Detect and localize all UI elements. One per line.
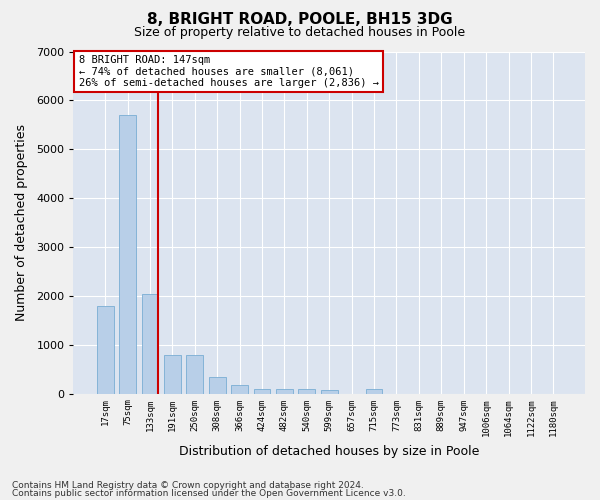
Bar <box>187 355 203 394</box>
Bar <box>365 389 382 394</box>
Text: Size of property relative to detached houses in Poole: Size of property relative to detached ho… <box>134 26 466 39</box>
X-axis label: Distribution of detached houses by size in Poole: Distribution of detached houses by size … <box>179 444 479 458</box>
Y-axis label: Number of detached properties: Number of detached properties <box>15 124 28 321</box>
Bar <box>142 294 158 394</box>
Text: Contains public sector information licensed under the Open Government Licence v3: Contains public sector information licen… <box>12 489 406 498</box>
Bar <box>164 354 181 394</box>
Bar <box>119 115 136 394</box>
Bar <box>254 389 271 394</box>
Text: 8, BRIGHT ROAD, POOLE, BH15 3DG: 8, BRIGHT ROAD, POOLE, BH15 3DG <box>147 12 453 28</box>
Bar <box>298 388 315 394</box>
Bar <box>97 306 113 394</box>
Bar <box>276 388 293 394</box>
Bar <box>209 377 226 394</box>
Bar <box>321 390 338 394</box>
Text: 8 BRIGHT ROAD: 147sqm
← 74% of detached houses are smaller (8,061)
26% of semi-d: 8 BRIGHT ROAD: 147sqm ← 74% of detached … <box>79 55 379 88</box>
Bar <box>231 384 248 394</box>
Text: Contains HM Land Registry data © Crown copyright and database right 2024.: Contains HM Land Registry data © Crown c… <box>12 480 364 490</box>
